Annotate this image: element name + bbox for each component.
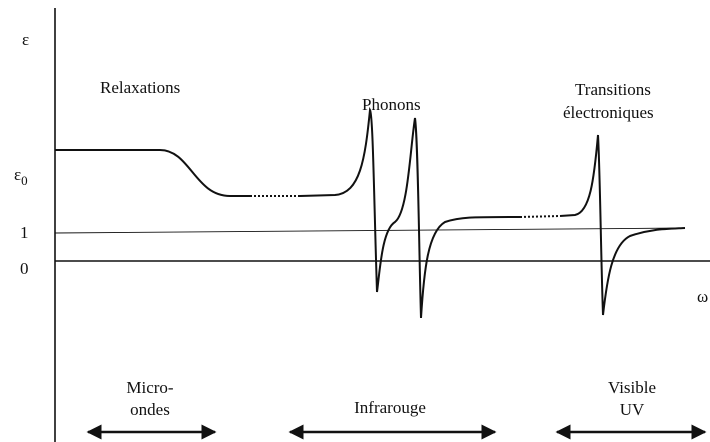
eps0-label: ε0 (14, 165, 28, 188)
region-label: électroniques (563, 103, 654, 122)
region-label: Phonons (362, 95, 421, 114)
band-label: Visible (608, 378, 656, 397)
zero-label: 0 (20, 259, 29, 278)
curve (299, 106, 521, 319)
curve-dotted (519, 215, 561, 218)
band-label: Infrarouge (354, 398, 426, 417)
x-label: ω (697, 287, 708, 306)
one-label: 1 (20, 223, 29, 242)
band-label: ondes (130, 400, 170, 419)
one-line (54, 227, 686, 234)
region-label: Relaxations (100, 78, 180, 97)
y-label: ε (22, 30, 29, 49)
curve (559, 134, 686, 316)
band-label: Micro- (126, 378, 174, 397)
curve (55, 149, 250, 197)
region-label: Transitions (575, 80, 651, 99)
band-label: UV (620, 400, 645, 419)
